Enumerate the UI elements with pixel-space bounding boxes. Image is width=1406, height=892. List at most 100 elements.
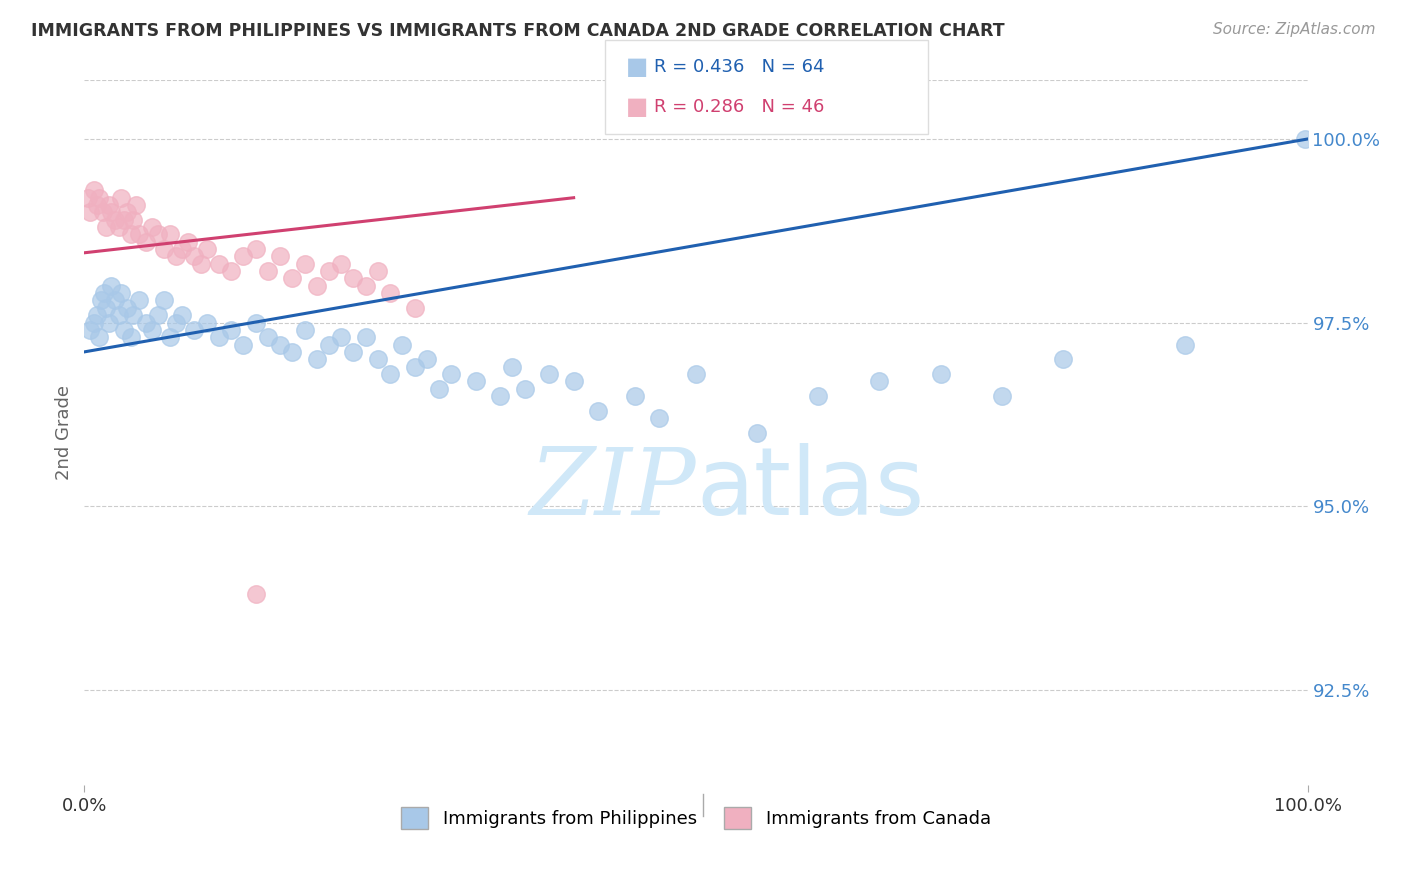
- Point: [159, 227, 181, 242]
- Point: [91, 205, 114, 219]
- Point: [172, 242, 194, 256]
- Point: [172, 308, 194, 322]
- Point: [624, 389, 647, 403]
- Point: [93, 286, 115, 301]
- Point: [195, 242, 218, 256]
- Point: [416, 352, 439, 367]
- Point: [257, 330, 280, 344]
- Point: [135, 316, 157, 330]
- Point: [112, 323, 135, 337]
- Point: [141, 220, 163, 235]
- Point: [97, 198, 120, 212]
- Point: [122, 212, 145, 227]
- Point: [380, 286, 402, 301]
- Point: [269, 249, 291, 263]
- Point: [1052, 352, 1074, 367]
- Point: [104, 212, 127, 227]
- Point: [513, 382, 536, 396]
- Point: [146, 308, 169, 322]
- Point: [115, 301, 138, 315]
- Text: IMMIGRANTS FROM PHILIPPINES VS IMMIGRANTS FROM CANADA 2ND GRADE CORRELATION CHAR: IMMIGRANTS FROM PHILIPPINES VS IMMIGRANT…: [31, 22, 1004, 40]
- Point: [538, 367, 561, 381]
- Point: [318, 264, 340, 278]
- Point: [685, 367, 707, 381]
- Point: [1294, 132, 1316, 146]
- Point: [281, 271, 304, 285]
- Point: [929, 367, 952, 381]
- Point: [159, 330, 181, 344]
- Point: [391, 337, 413, 351]
- Text: atlas: atlas: [696, 443, 924, 535]
- Point: [83, 183, 105, 197]
- Point: [502, 359, 524, 374]
- Point: [177, 235, 200, 249]
- Point: [367, 264, 389, 278]
- Point: [195, 316, 218, 330]
- Point: [165, 249, 187, 263]
- Point: [219, 264, 242, 278]
- Text: R = 0.286   N = 46: R = 0.286 N = 46: [654, 98, 824, 116]
- Point: [354, 278, 377, 293]
- Point: [330, 330, 353, 344]
- Point: [257, 264, 280, 278]
- Point: [342, 344, 364, 359]
- Point: [153, 242, 176, 256]
- Point: [153, 293, 176, 308]
- Point: [1174, 337, 1197, 351]
- Point: [404, 301, 426, 315]
- Point: [464, 374, 486, 388]
- Point: [104, 293, 127, 308]
- Point: [342, 271, 364, 285]
- Point: [208, 330, 231, 344]
- Point: [245, 587, 267, 601]
- Text: ZIP: ZIP: [529, 444, 696, 534]
- Point: [380, 367, 402, 381]
- Point: [86, 308, 108, 322]
- Point: [190, 257, 212, 271]
- Point: [367, 352, 389, 367]
- Point: [110, 286, 132, 301]
- Point: [440, 367, 463, 381]
- Point: [77, 191, 100, 205]
- Point: [115, 205, 138, 219]
- Point: [648, 411, 671, 425]
- Point: [128, 293, 150, 308]
- Point: [135, 235, 157, 249]
- Point: [122, 308, 145, 322]
- Point: [294, 257, 316, 271]
- Y-axis label: 2nd Grade: 2nd Grade: [55, 385, 73, 480]
- Point: [107, 220, 129, 235]
- Point: [305, 278, 328, 293]
- Point: [100, 278, 122, 293]
- Point: [107, 308, 129, 322]
- Point: [96, 220, 118, 235]
- Point: [120, 330, 142, 344]
- Point: [87, 330, 110, 344]
- Point: [330, 257, 353, 271]
- Point: [562, 374, 585, 388]
- Point: [83, 316, 105, 330]
- Point: [112, 212, 135, 227]
- Point: [586, 403, 609, 417]
- Point: [183, 249, 205, 263]
- Point: [404, 359, 426, 374]
- Point: [110, 191, 132, 205]
- Point: [208, 257, 231, 271]
- Point: [305, 352, 328, 367]
- Point: [991, 389, 1014, 403]
- Point: [807, 389, 830, 403]
- Point: [232, 249, 254, 263]
- Point: [97, 316, 120, 330]
- Point: [128, 227, 150, 242]
- Point: [96, 301, 118, 315]
- Point: [86, 198, 108, 212]
- Point: [245, 242, 267, 256]
- Point: [146, 227, 169, 242]
- Text: Source: ZipAtlas.com: Source: ZipAtlas.com: [1212, 22, 1375, 37]
- Point: [219, 323, 242, 337]
- Text: ■: ■: [626, 95, 648, 120]
- Point: [427, 382, 450, 396]
- Point: [100, 205, 122, 219]
- Point: [269, 337, 291, 351]
- Text: ■: ■: [626, 54, 648, 78]
